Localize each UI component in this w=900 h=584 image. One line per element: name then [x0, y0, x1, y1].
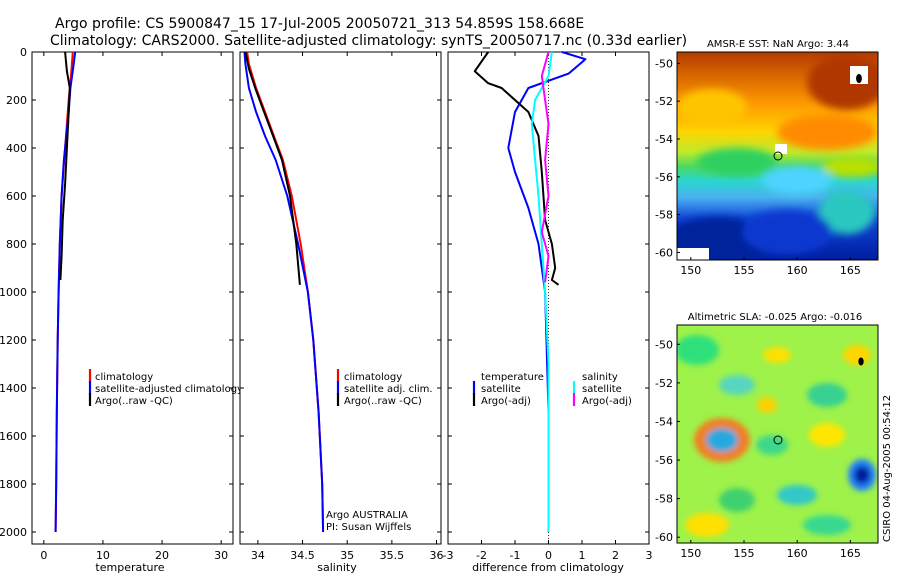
xtick-label: -2: [476, 549, 487, 562]
xtick-label: 36: [430, 549, 444, 562]
legend-label-climatology: climatology: [95, 372, 153, 383]
map-xtick-label: 160: [787, 264, 808, 277]
ytick-label: 2000: [0, 526, 27, 539]
xtick-label: 34.5: [290, 549, 315, 562]
legend-label-temperature: temperature: [481, 372, 544, 383]
ytick-label: 600: [6, 190, 27, 203]
map-ytick-label: -58: [655, 493, 673, 506]
series-line-argo-raw-qc: [59, 51, 71, 281]
sla-map-frame: [676, 324, 879, 544]
sst-map-title: AMSR-E SST: NaN Argo: 3.44: [707, 39, 849, 50]
legend-label-satellite: satellite adj. clim.: [344, 384, 433, 395]
credit-stamp: CSIRO 04-Aug-2005 00:54:12: [882, 395, 893, 542]
xtick-label: 0: [40, 549, 47, 562]
map-ytick-label: -60: [655, 531, 673, 544]
xtick-label: 2: [612, 549, 619, 562]
map-ytick-label: -56: [655, 171, 673, 184]
xtick-label: -1: [510, 549, 521, 562]
sla-map-image: ⬮: [677, 325, 878, 543]
salinity-xlabel: salinity: [317, 561, 357, 574]
map-xtick-label: 155: [734, 264, 755, 277]
temperature-plot-area: [31, 51, 234, 545]
float-icon: ⬮: [858, 357, 864, 368]
ytick-label: 1200: [0, 334, 27, 347]
ytick-label: 1400: [0, 382, 27, 395]
map-ytick-label: -54: [655, 415, 673, 428]
xtick-label: 1: [579, 549, 586, 562]
difference-legend-temperature: temperature satellite Argo(-adj): [472, 372, 544, 407]
map-ytick-label: -54: [655, 133, 673, 146]
temperature-xlabel: temperature: [95, 561, 164, 574]
xtick-label: -3: [443, 549, 454, 562]
map-xtick-label: 155: [734, 547, 755, 560]
float-position-marker: [773, 151, 783, 161]
ytick-label: 1000: [0, 286, 27, 299]
ytick-label: 1600: [0, 430, 27, 443]
xtick-label: 35.5: [380, 549, 405, 562]
salinity-panel: 34 34.5 35 35.5 36 salinity climatology sate…: [239, 51, 444, 574]
xtick-label: 0: [545, 549, 552, 562]
sst-map-panel: AMSR-E SST: NaN Argo: 3.44 ⬮ 150 155 160 16…: [655, 39, 879, 277]
ytick-label: 1800: [0, 478, 27, 491]
figure-title-line1: Argo profile: CS 5900847_15 17-Jul-2005 …: [55, 16, 584, 32]
difference-legend-salinity: salinity satellite Argo(-adj): [572, 372, 632, 407]
temperature-panel: 0 10 20 30 0 200 400 600 800 1000 1200 1400 1600 180…: [0, 46, 243, 574]
legend-label-salinity: salinity: [582, 372, 618, 383]
sst-map-frame: [676, 51, 879, 261]
sst-map-image: ⬮: [677, 52, 878, 260]
xtick-label: 3: [646, 549, 653, 562]
difference-panel: -3 -2 -1 0 1 2 3 difference from climatology t…: [443, 51, 653, 574]
float-position-marker: [773, 435, 783, 445]
legend-label-argo: Argo(..raw -QC): [95, 396, 173, 407]
salinity-legend: climatology satellite adj. clim. Argo(..…: [336, 369, 433, 407]
ytick-label: 0: [20, 46, 27, 59]
ytick-label: 400: [6, 142, 27, 155]
series-line-salinity-satellite: [530, 51, 553, 532]
xtick-label: 10: [96, 549, 110, 562]
pi-annotation: PI: Susan Wijffels: [326, 522, 411, 533]
map-ytick-label: -50: [655, 57, 673, 70]
xtick-label: 34: [251, 549, 265, 562]
map-xtick-label: 160: [787, 547, 808, 560]
ytick-label: 200: [6, 94, 27, 107]
map-ytick-label: -58: [655, 209, 673, 222]
xtick-label: 20: [155, 549, 169, 562]
series-line-salinity-argo-adj: [540, 51, 550, 283]
sla-map-panel: Altimetric SLA: -0.025 Argo: -0.016: [655, 312, 879, 560]
series-line-argo-raw-qc: [244, 51, 301, 285]
operator-annotation: Argo AUSTRALIA: [326, 510, 408, 521]
figure-title-line2: Climatology: CARS2000. Satellite-adjuste…: [50, 33, 687, 49]
xtick-label: 30: [214, 549, 228, 562]
map-ytick-label: -56: [655, 454, 673, 467]
map-xtick-label: 150: [680, 264, 701, 277]
series-line-temperature-argo-adj: [473, 51, 560, 286]
legend-label-temp-argo: Argo(-adj): [481, 396, 531, 407]
difference-xlabel: difference from climatology: [472, 561, 624, 574]
map-xtick-label: 165: [840, 264, 861, 277]
map-xtick-label: 165: [840, 547, 861, 560]
legend-label-temp-satellite: satellite: [481, 384, 521, 395]
map-ytick-label: -50: [655, 338, 673, 351]
map-ytick-label: -60: [655, 246, 673, 259]
legend-label-sal-satellite: satellite: [582, 384, 622, 395]
float-icon: ⬮: [856, 72, 863, 85]
temperature-legend: climatology satellite-adjusted climatolo…: [88, 369, 243, 407]
legend-label-climatology: climatology: [344, 372, 402, 383]
legend-label-satellite: satellite-adjusted climatology: [95, 384, 243, 395]
map-xtick-label: 150: [680, 547, 701, 560]
map-ytick-label: -52: [655, 95, 673, 108]
legend-label-sal-argo: Argo(-adj): [582, 396, 632, 407]
legend-label-argo: Argo(..raw -QC): [344, 396, 422, 407]
xtick-label: 35: [340, 549, 354, 562]
sla-map-title: Altimetric SLA: -0.025 Argo: -0.016: [688, 312, 863, 323]
series-line-satellite-adj-clim: [243, 51, 325, 533]
map-ytick-label: -52: [655, 377, 673, 390]
ytick-label: 800: [6, 238, 27, 251]
